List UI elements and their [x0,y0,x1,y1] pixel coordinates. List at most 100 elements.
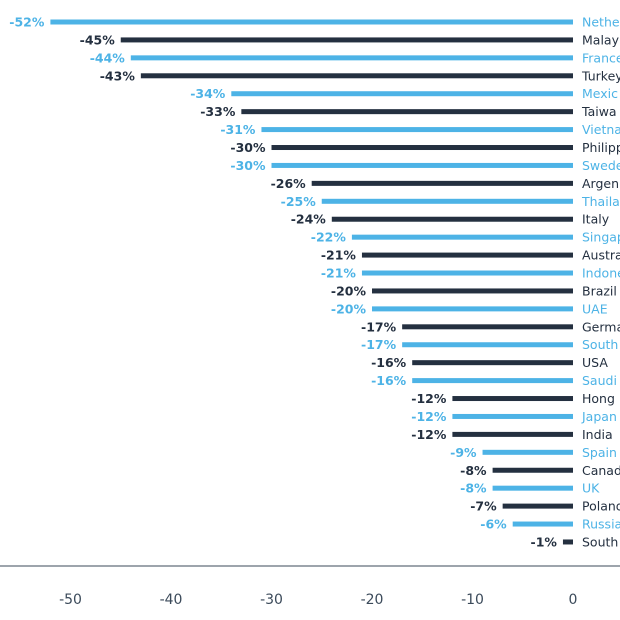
category-label: Indone [582,266,620,281]
category-label: Spain [582,445,617,460]
bar-value-label: -21% [321,266,357,281]
bar-value-label: -25% [281,194,317,209]
bar-value-label: -52% [9,15,45,30]
bar-value-label: -30% [230,158,266,173]
category-label: France [582,50,620,65]
bar [231,91,574,97]
category-label: Malay [582,32,620,47]
x-tick-label: 0 [569,592,578,608]
bar-value-label: -45% [80,32,116,47]
category-label: Vietna [582,122,620,137]
x-tick-label: -30 [260,592,283,608]
category-label: Argen [582,176,619,191]
bar [452,396,573,402]
bar-value-label: -31% [220,122,256,137]
bar-value-label: -6% [480,517,507,532]
bar-value-label: -24% [291,212,327,227]
bar [412,378,573,384]
bar [402,324,573,330]
bar [562,539,573,545]
x-tick-labels-group: -50 -40 -30 -20 -10 0 [59,592,577,608]
bar-value-label: -16% [371,355,407,370]
category-label: UK [582,481,600,496]
bar [50,19,573,25]
bar-value-label: -34% [190,86,226,101]
category-label: Thaila [581,194,620,209]
bar [321,198,573,204]
x-tick-label: -50 [59,592,82,608]
x-tick-label: -10 [461,592,484,608]
bar-value-label: -30% [230,140,266,155]
category-label: Saudi [582,373,617,388]
bar [372,306,573,312]
category-label: Germa [582,319,620,334]
bar-value-label: -20% [331,283,367,298]
category-label: Philipp [582,140,620,155]
category-label: Japan [581,409,617,424]
bar [351,234,573,240]
bar [361,252,573,258]
bar [502,503,573,509]
bar [241,109,573,115]
bar-value-label: -9% [450,445,477,460]
bar-value-label: -16% [371,373,407,388]
bar [140,73,573,79]
bar [372,288,573,294]
category-label: UAE [582,301,608,316]
category-label: Russia [582,517,620,532]
category-label: Poland [582,499,620,514]
bar-value-label: -1% [531,534,558,549]
category-label: Austra [582,248,620,263]
bar [512,521,573,527]
bar-value-label: -17% [361,337,397,352]
bar [492,485,573,491]
category-label: Swede [582,158,620,173]
bar-value-label: -12% [411,427,447,442]
bar [261,127,573,133]
category-label: Nethe [582,15,620,30]
category-label: India [582,427,613,442]
bar-value-label: -33% [200,104,236,119]
bar-value-label: -20% [331,301,367,316]
bar-value-label: -22% [311,230,347,245]
bar [130,55,574,61]
x-tick-label: -40 [160,592,183,608]
category-label: Singap [582,230,620,245]
bar-value-label: -12% [411,409,447,424]
bar [452,431,573,437]
bar [482,449,573,455]
bar [311,180,573,186]
category-label: Taiwa [581,104,617,119]
category-label: USA [582,355,608,370]
bar [361,270,573,276]
bar [402,342,573,348]
bar [452,413,573,419]
bar [271,162,573,168]
bar-value-label: -12% [411,391,447,406]
bar [412,360,573,366]
category-label: South [582,534,618,549]
bar-value-label: -21% [321,248,357,263]
bar [331,216,573,222]
bar-value-label: -44% [90,50,126,65]
category-label: Brazil [582,283,617,298]
bar [120,37,573,43]
x-tick-label: -20 [361,592,384,608]
bar-value-label: -17% [361,319,397,334]
bar [492,467,573,473]
category-label: Hong [582,391,615,406]
category-label: Mexic [582,86,618,101]
bar-value-label: -43% [100,68,136,83]
category-label: Italy [582,212,610,227]
bar-value-label: -8% [460,481,487,496]
bars-group [50,19,574,545]
category-label: Turkey [581,68,620,83]
bar-value-label: -26% [271,176,307,191]
category-label: Canada [582,463,620,478]
bar-value-label: -8% [460,463,487,478]
category-label: South [582,337,618,352]
category-labels-group: Nethe Malay France Turkey Mexic Taiwa Vietna Ph… [581,15,620,550]
bar-value-label: -7% [470,499,497,514]
bar [271,145,573,151]
